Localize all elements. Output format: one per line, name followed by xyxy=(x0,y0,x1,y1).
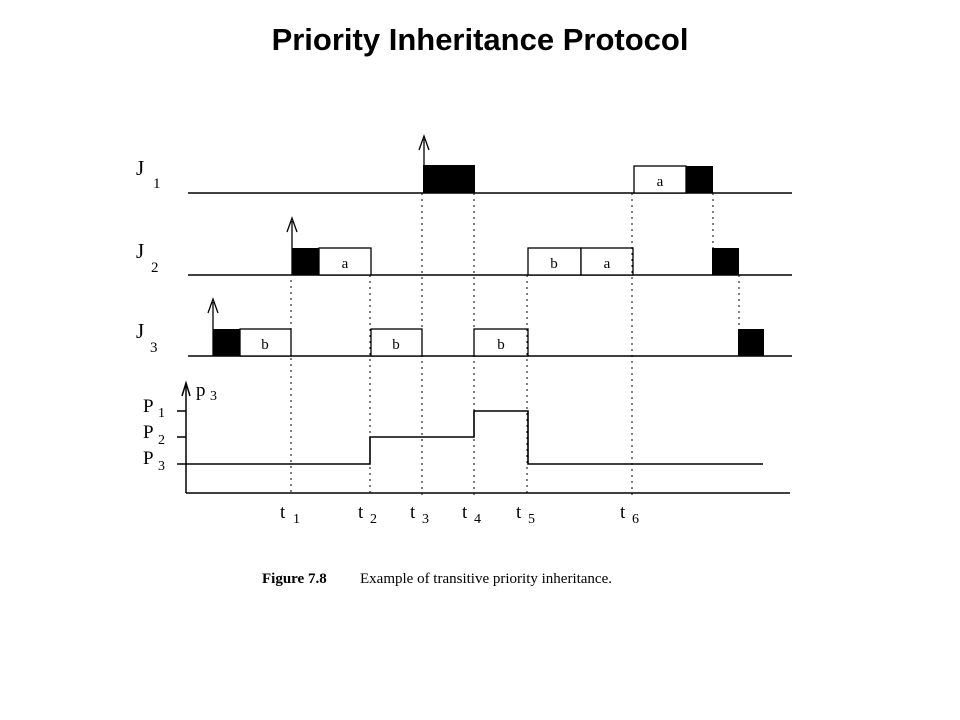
svg-text:1: 1 xyxy=(153,176,161,192)
svg-text:t: t xyxy=(358,502,364,523)
svg-text:4: 4 xyxy=(474,512,481,527)
time-label-t3: t 3 xyxy=(410,502,429,527)
j3-section-b-2-label: b xyxy=(392,337,400,353)
svg-text:J: J xyxy=(136,156,144,180)
svg-text:2: 2 xyxy=(370,512,377,527)
svg-text:t: t xyxy=(516,502,522,523)
svg-text:P: P xyxy=(143,422,154,443)
svg-text:5: 5 xyxy=(528,512,535,527)
j2-section-b-label: b xyxy=(550,256,558,272)
priority-level-p3: P 3 xyxy=(143,448,165,474)
j3-priority-line xyxy=(186,410,763,465)
j3-section-b-2 xyxy=(370,328,423,357)
svg-text:P: P xyxy=(143,396,154,417)
j2-section-a-2-label: a xyxy=(604,256,611,272)
svg-text:6: 6 xyxy=(632,512,639,527)
j3-section-b xyxy=(239,328,292,357)
j1-critical-block-2 xyxy=(686,166,713,193)
time-label-t2: t 2 xyxy=(358,502,377,527)
svg-text:2: 2 xyxy=(151,260,159,276)
svg-text:t: t xyxy=(462,502,468,523)
svg-text:t: t xyxy=(280,502,286,523)
svg-text:1: 1 xyxy=(293,512,300,527)
time-label-t6: t 6 xyxy=(620,502,639,527)
svg-text:J: J xyxy=(136,319,144,343)
priority-level-p1: P 1 xyxy=(143,396,165,421)
j2-section-a-label: a xyxy=(342,256,349,272)
j3-critical-block-2 xyxy=(738,329,764,356)
j1-section-a-label: a xyxy=(657,174,664,190)
j2-section-a-2 xyxy=(580,247,634,276)
j2-release-arrow xyxy=(286,216,298,275)
j3-critical-block-1 xyxy=(213,329,240,356)
svg-text:3: 3 xyxy=(158,459,165,474)
j2-section-a xyxy=(318,247,372,276)
priority-plot-axes xyxy=(177,380,790,494)
j3-section-b-label: b xyxy=(261,337,269,353)
j1-critical-block-1 xyxy=(423,165,475,193)
svg-text:p: p xyxy=(196,380,206,401)
time-label-t5: t 5 xyxy=(516,502,535,527)
priority-axis-label: p 3 xyxy=(196,380,217,404)
slide-title: Priority Inheritance Protocol xyxy=(271,22,689,57)
svg-text:3: 3 xyxy=(150,340,158,356)
job-label-j3: J 3 xyxy=(136,319,158,356)
svg-text:2: 2 xyxy=(158,433,165,448)
figure-caption-text: Example of transitive priority inheritan… xyxy=(360,571,612,587)
svg-text:1: 1 xyxy=(158,406,165,421)
svg-text:3: 3 xyxy=(210,389,217,404)
svg-text:3: 3 xyxy=(422,512,429,527)
j3-section-b-3-label: b xyxy=(497,337,505,353)
job-label-j2: J 2 xyxy=(136,239,159,276)
svg-text:t: t xyxy=(620,502,626,523)
time-label-t4: t 4 xyxy=(462,502,481,527)
j1-section-a xyxy=(633,165,687,194)
figure-caption-label: Figure 7.8 xyxy=(262,571,327,587)
j1-release-arrow xyxy=(418,134,430,193)
svg-text:J: J xyxy=(136,239,144,263)
time-label-t1: t 1 xyxy=(280,502,300,527)
j3-section-b-3 xyxy=(473,328,529,357)
priority-level-p2: P 2 xyxy=(143,422,165,448)
svg-text:t: t xyxy=(410,502,416,523)
time-guides xyxy=(290,193,740,495)
svg-text:P: P xyxy=(143,448,154,469)
job-label-j1: J 1 xyxy=(136,156,161,192)
j2-critical-block-1 xyxy=(292,248,319,275)
j2-critical-block-2 xyxy=(712,248,739,275)
j3-release-arrow xyxy=(207,297,219,356)
